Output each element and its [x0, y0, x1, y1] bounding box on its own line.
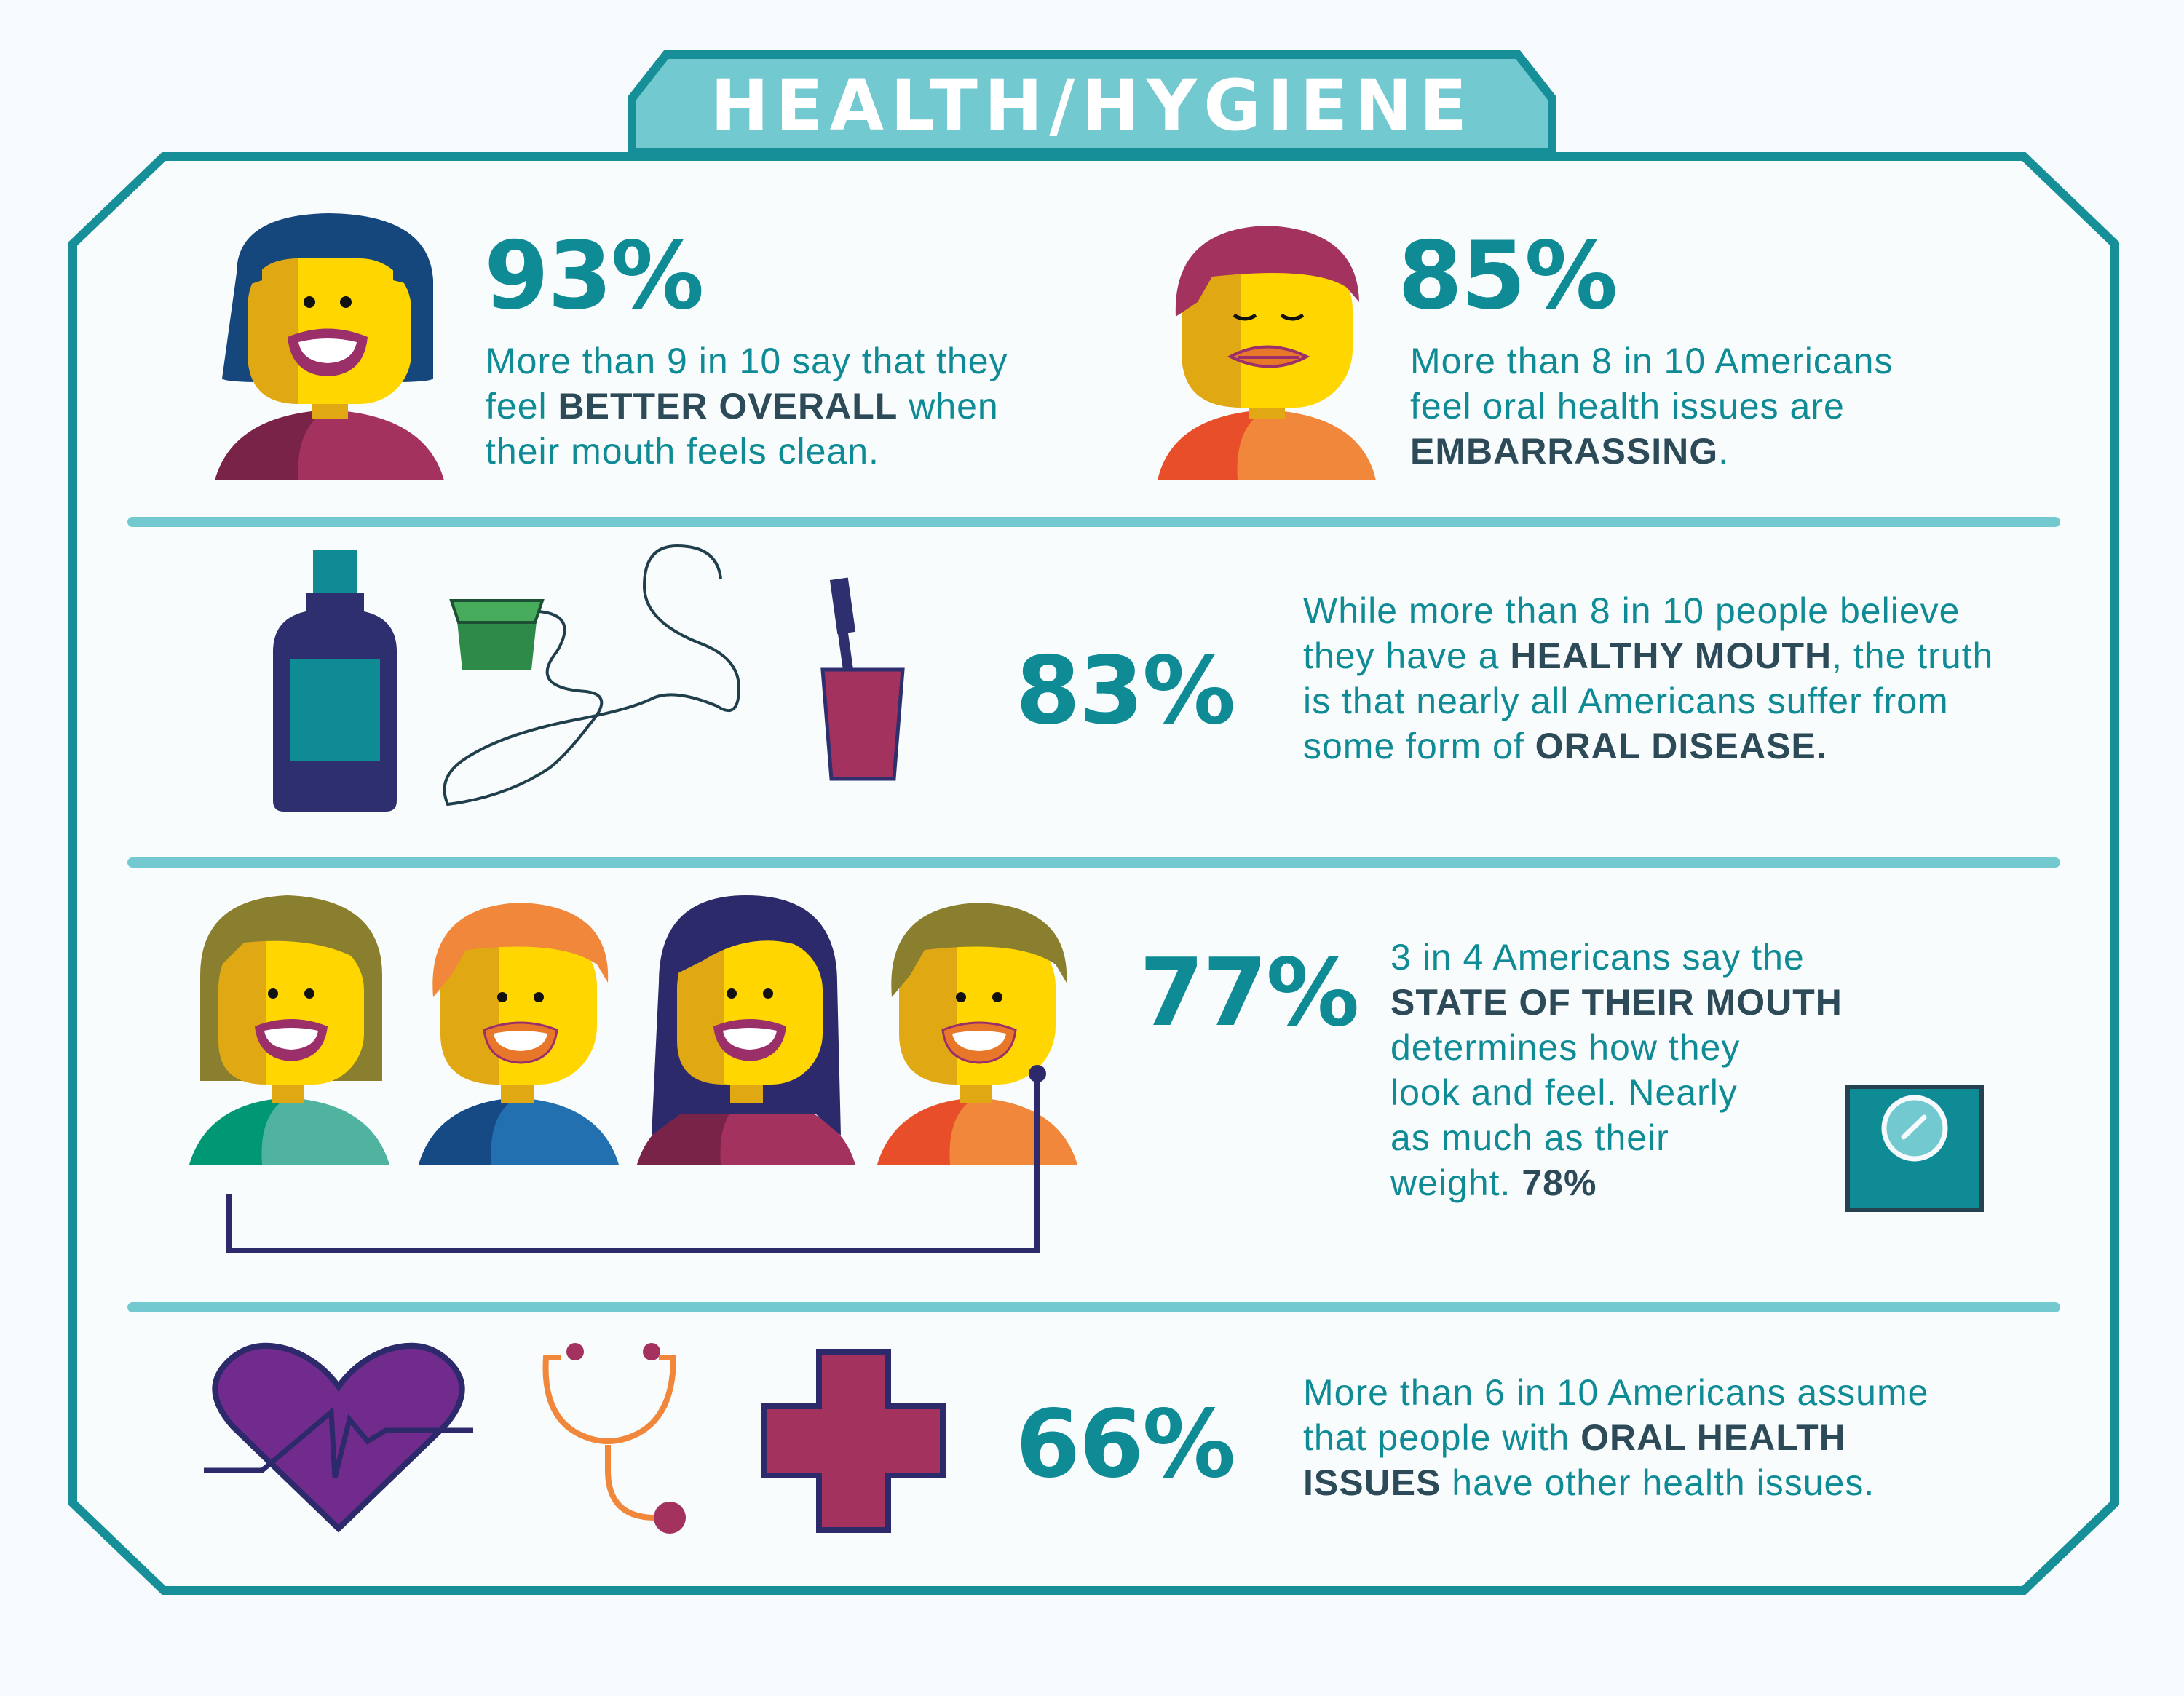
bathroom-scale-icon: [1845, 1085, 1984, 1212]
dental-floss-icon: [443, 544, 741, 807]
stat-66-description: More than 6 in 10 Americans assume that …: [1303, 1372, 1929, 1503]
person-4: [877, 903, 1077, 1165]
page-title: HEALTH/HYGIENE: [710, 65, 1474, 146]
person-3: [637, 895, 855, 1165]
person-2: [419, 903, 619, 1165]
section-divider: [127, 517, 2060, 527]
stat-66-percent: 66%: [1016, 1390, 1235, 1499]
stat-83-percent: 83%: [1016, 637, 1235, 745]
medical-cross-icon: [761, 1349, 946, 1533]
stat-93-percent: 93%: [484, 222, 704, 330]
stat-83-description: While more than 8 in 10 people believe t…: [1303, 590, 1994, 766]
main-panel: [68, 152, 2119, 1595]
stat-85-description: More than 8 in 10 Americans feel oral he…: [1410, 341, 1894, 472]
stat-85-percent: 85%: [1398, 222, 1618, 330]
header-banner: [628, 50, 1556, 157]
heartbeat-icon: [204, 1342, 473, 1533]
stat-77-description: 3 in 4 Americans say the STATE OF THEIR …: [1390, 937, 1843, 1203]
person-1: [189, 895, 389, 1165]
smiling-group-icon: [189, 895, 1077, 1253]
smiling-woman-icon: [215, 213, 444, 480]
calm-man-icon: [1158, 226, 1376, 480]
stat-93-description: More than 9 in 10 say that they feel BET…: [486, 341, 1008, 472]
mouthwash-bottle-icon: [273, 550, 397, 812]
toothbrush-cup-icon: [820, 577, 905, 781]
stethoscope-icon: [542, 1343, 686, 1534]
stat-77-percent: 77%: [1139, 939, 1359, 1047]
section-divider: [127, 1302, 2060, 1312]
section-divider: [127, 857, 2060, 868]
